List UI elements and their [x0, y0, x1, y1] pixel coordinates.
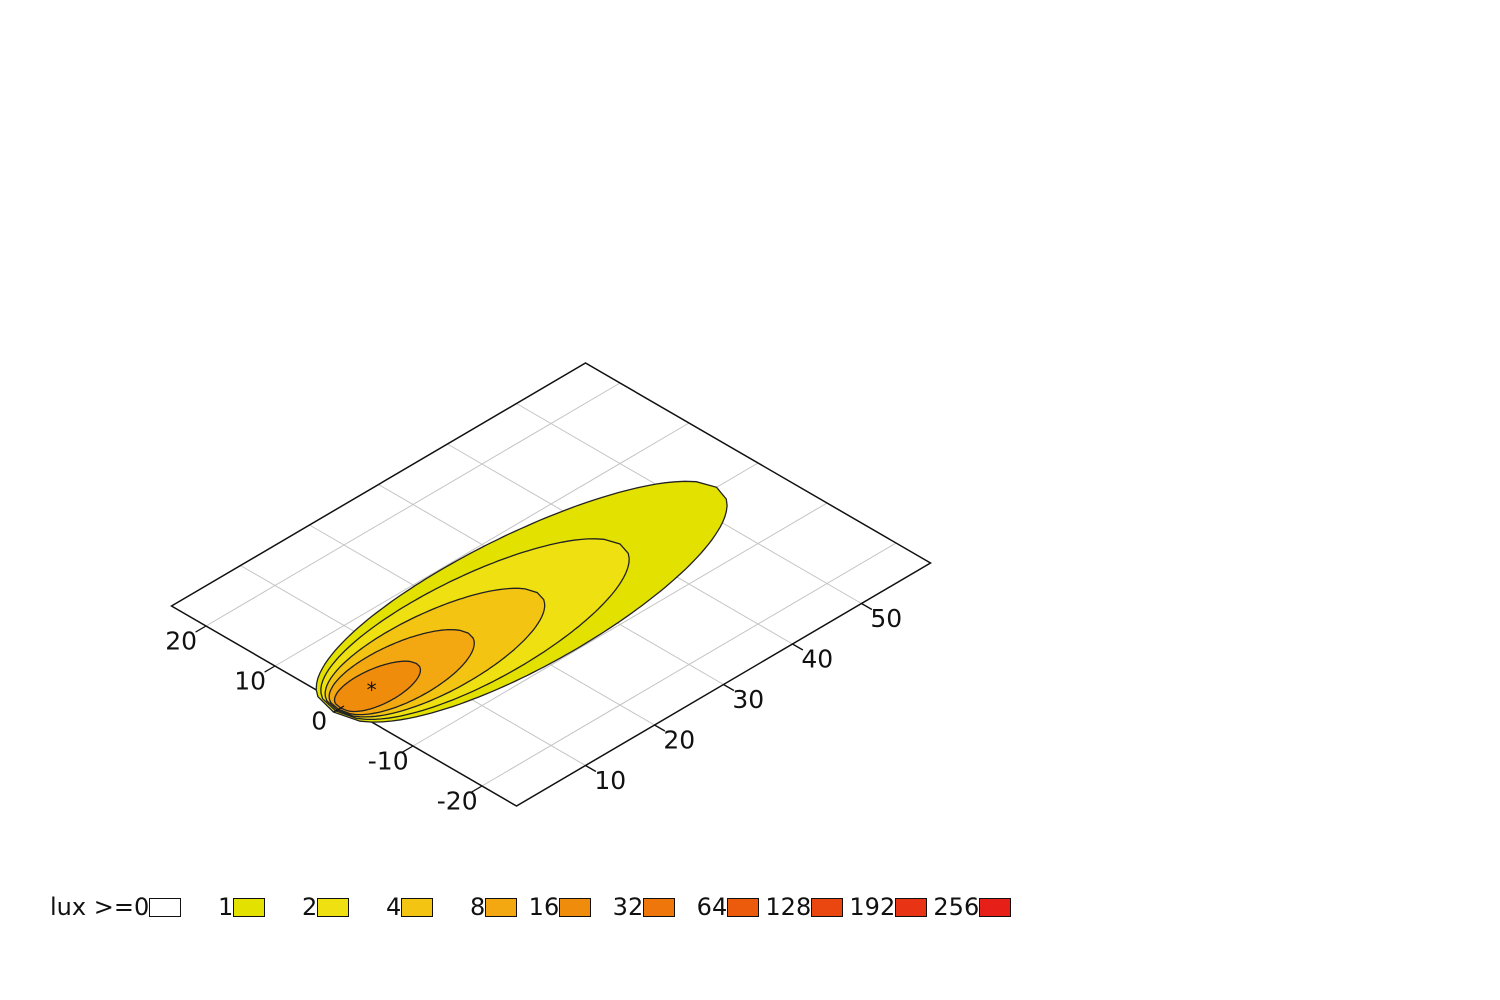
y-tick-20	[195, 625, 207, 633]
legend-item-1: 1	[181, 893, 266, 921]
x-tick-label-10: 10	[594, 766, 626, 795]
y-tick-label-0: 0	[311, 707, 327, 736]
axis-ticks: 10 20 30 40 50 20 10 0 -10 -20	[165, 602, 902, 816]
legend-swatch-8	[485, 897, 518, 917]
legend-label-192: 192	[849, 893, 896, 921]
x-tick-10	[585, 764, 597, 773]
isolux-contours	[315, 480, 728, 723]
x-tick-40	[792, 643, 804, 651]
grid-line-y	[274, 422, 690, 667]
legend-swatch-4	[401, 897, 434, 917]
y-tick-label--20: -20	[437, 787, 478, 816]
legend-swatch-2	[317, 897, 350, 917]
legend-item-64: 64	[675, 893, 760, 921]
y-tick-label-10: 10	[234, 667, 266, 696]
source-marker: *	[367, 678, 377, 702]
x-tick-label-30: 30	[732, 685, 764, 714]
source-marker-symbol: *	[367, 678, 377, 702]
legend-label-128: 128	[765, 893, 812, 921]
legend: lux >= 0 1 2 4 8 16 32 64 128 192 256	[50, 893, 1012, 921]
legend-swatch-256	[979, 897, 1012, 917]
plot-frame	[170, 362, 932, 807]
y-tick-label--10: -10	[368, 747, 409, 776]
y-tick-10	[264, 665, 276, 673]
legend-swatch-64	[727, 897, 760, 917]
x-tick-label-20: 20	[663, 725, 695, 754]
legend-item-256: 256	[927, 893, 1012, 921]
y-tick-0	[333, 705, 345, 713]
legend-item-32: 32	[591, 893, 676, 921]
legend-item-128: 128	[759, 893, 844, 921]
x-tick-20	[654, 724, 666, 732]
legend-label-2: 2	[301, 893, 318, 921]
y-tick-label-20: 20	[165, 627, 197, 656]
legend-swatch-128	[811, 897, 844, 917]
grid-line-y	[205, 382, 621, 627]
legend-label-4: 4	[385, 893, 402, 921]
grid-line-y	[481, 542, 897, 787]
legend-swatch-32	[643, 897, 676, 917]
grid-line-y	[412, 502, 828, 747]
legend-item-16: 16	[517, 893, 592, 921]
legend-swatch-0	[149, 897, 182, 917]
legend-label-0: 0	[133, 893, 150, 921]
legend-label-16: 16	[528, 893, 560, 921]
legend-unit-label: lux >=	[50, 893, 134, 921]
x-tick-50	[861, 602, 873, 611]
isolux-contour-16	[333, 660, 422, 713]
x-tick-30	[723, 683, 735, 692]
x-tick-label-50: 50	[870, 604, 902, 633]
y-tick--20	[471, 785, 483, 793]
legend-item-4: 4	[349, 893, 434, 921]
legend-item-0: 0	[133, 893, 182, 921]
legend-swatch-1	[233, 897, 266, 917]
legend-swatch-16	[559, 897, 592, 917]
legend-label-64: 64	[696, 893, 728, 921]
legend-item-192: 192	[843, 893, 928, 921]
legend-item-8: 8	[433, 893, 518, 921]
legend-label-256: 256	[933, 893, 980, 921]
legend-label-1: 1	[217, 893, 234, 921]
legend-label-32: 32	[612, 893, 644, 921]
legend-item-2: 2	[265, 893, 350, 921]
legend-label-8: 8	[469, 893, 486, 921]
y-tick--10	[402, 745, 414, 753]
legend-swatch-192	[895, 897, 928, 917]
x-tick-label-40: 40	[801, 644, 833, 673]
